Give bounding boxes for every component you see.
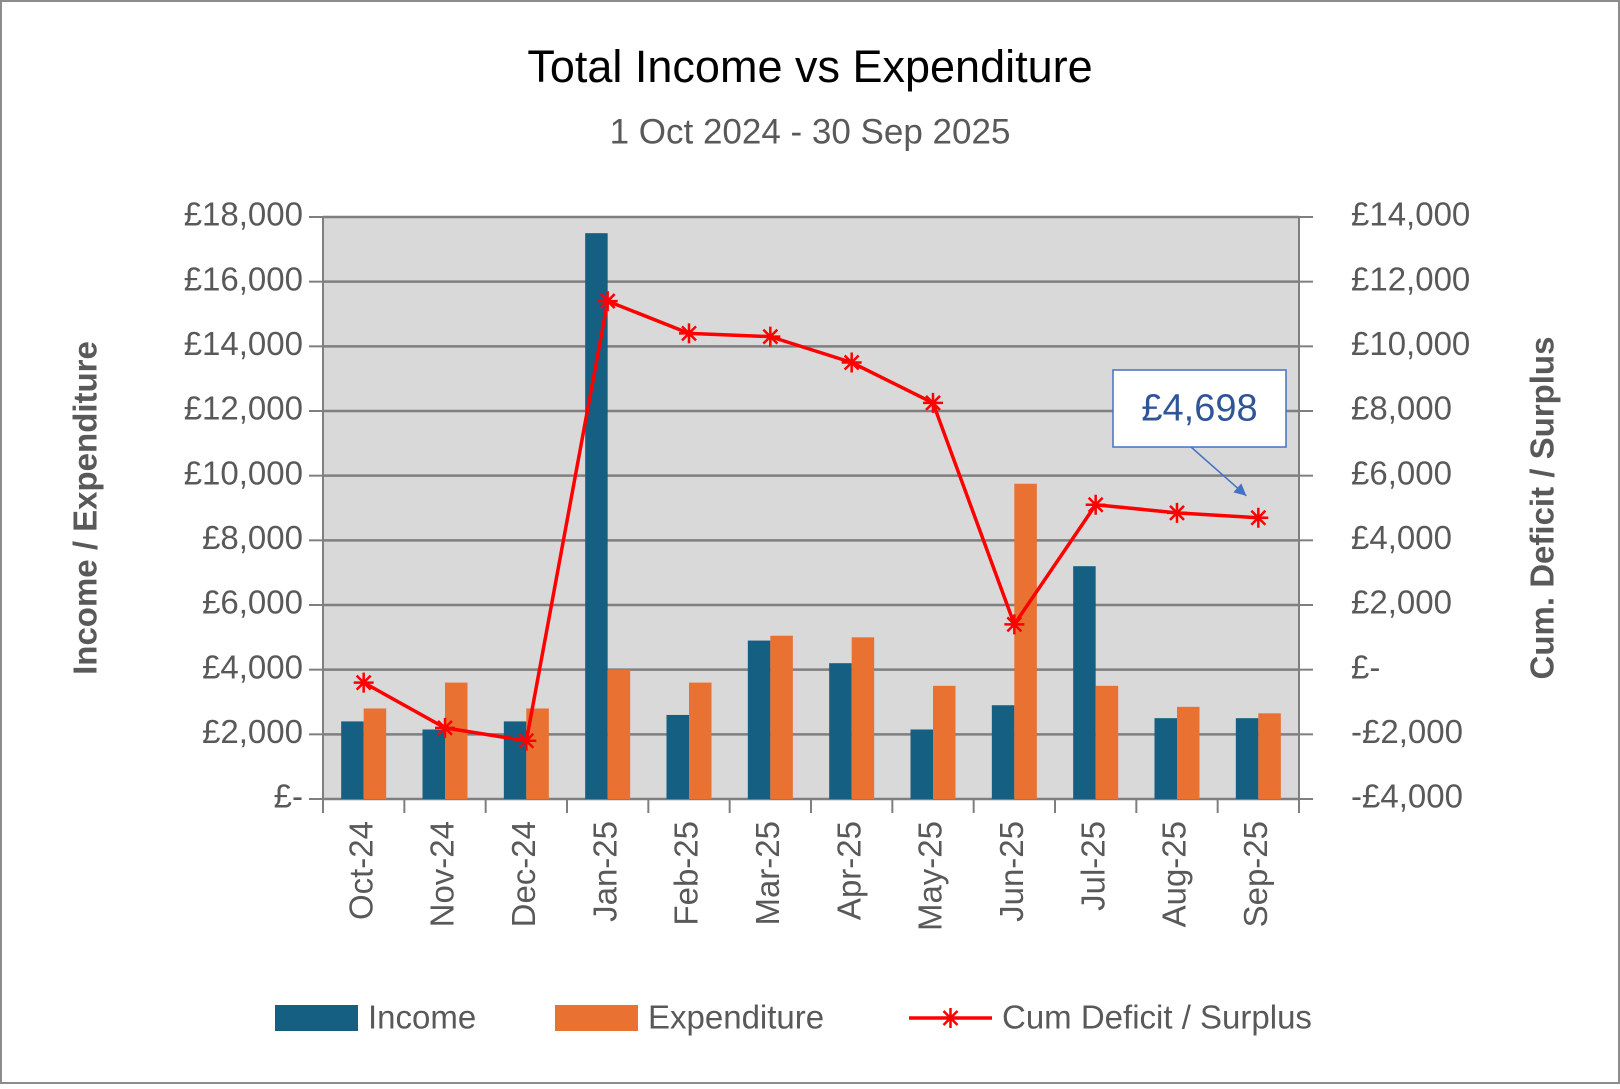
line-marker	[435, 717, 455, 738]
y-tick-label: £14,000	[184, 325, 303, 362]
bar	[770, 635, 793, 799]
y2-tick-label: £2,000	[1351, 584, 1452, 621]
bar	[747, 640, 771, 799]
legend-swatch	[555, 1005, 638, 1031]
legend-label: Expenditure	[648, 999, 824, 1036]
x-tick-label: May-25	[912, 821, 949, 931]
annotation-arrowhead	[1233, 483, 1247, 496]
line-marker	[1085, 494, 1106, 515]
line-marker	[841, 352, 862, 373]
line-marker	[1248, 507, 1269, 528]
y-tick-label: £12,000	[184, 390, 303, 427]
y-tick-label: £2,000	[202, 713, 303, 750]
y2-tick-label: -£4,000	[1351, 778, 1463, 815]
y2-tick-label: £12,000	[1351, 260, 1470, 297]
legend-label: Income	[368, 999, 476, 1036]
y-tick-label: £4,000	[202, 648, 303, 685]
chart-subtitle: 1 Oct 2024 - 30 Sep 2025	[610, 112, 1011, 151]
x-tick-label: Jun-25	[993, 821, 1030, 922]
y-tick-label: £10,000	[184, 454, 303, 491]
bar	[1258, 713, 1281, 799]
y-axis-title: Income / Expenditure	[67, 341, 104, 675]
line-marker	[760, 326, 781, 347]
bar	[526, 708, 549, 799]
bar	[689, 682, 712, 799]
y2-tick-label: £6,000	[1351, 454, 1452, 491]
bar	[829, 663, 852, 799]
bar	[503, 721, 527, 799]
x-tick-label: Nov-24	[424, 821, 461, 927]
x-tick-label: Jan-25	[586, 821, 623, 922]
bar	[1095, 685, 1119, 799]
x-tick-label: Oct-24	[342, 821, 379, 920]
bar	[1073, 566, 1096, 799]
bar	[363, 708, 387, 799]
y2-axis-title: Cum. Deficit / Surplus	[1524, 337, 1561, 680]
x-tick-label: Aug-25	[1156, 821, 1193, 927]
y2-tick-label: £14,000	[1351, 196, 1470, 233]
line-marker	[516, 730, 537, 751]
bar	[1154, 718, 1177, 799]
bar	[445, 682, 468, 799]
line-marker	[597, 291, 618, 312]
annotation-arrow	[1190, 446, 1247, 497]
y-tick-label: £18,000	[184, 196, 303, 233]
line	[362, 299, 1259, 743]
y-tick-label: £-	[274, 778, 303, 815]
bar	[422, 729, 445, 799]
x-tick-label: Feb-25	[668, 821, 705, 926]
x-tick-label: Jul-25	[1074, 821, 1111, 911]
bar	[607, 669, 631, 799]
x-tick-label: Apr-25	[830, 821, 867, 920]
chart-title: Total Income vs Expenditure	[527, 41, 1092, 92]
x-tick-label: Dec-24	[505, 821, 542, 927]
bar	[1014, 483, 1037, 799]
bar	[666, 714, 689, 799]
bar	[851, 637, 875, 799]
line-marker	[1004, 614, 1025, 635]
bar	[910, 729, 933, 799]
y2-tick-label: £-	[1351, 648, 1380, 685]
y2-tick-label: -£2,000	[1351, 713, 1463, 750]
y2-tick-label: £4,000	[1351, 519, 1452, 556]
y2-tick-label: £10,000	[1351, 325, 1470, 362]
line-marker	[1167, 502, 1187, 523]
plot-area	[323, 217, 1299, 799]
line-marker	[353, 672, 374, 693]
legend-label: Cum Deficit / Surplus	[1002, 999, 1312, 1036]
annotation-box	[1112, 369, 1287, 448]
x-tick-label: Mar-25	[749, 821, 786, 926]
y-tick-label: £8,000	[202, 519, 303, 556]
bar	[933, 685, 956, 799]
x-tick-label: Sep-25	[1237, 821, 1274, 927]
annotation-text: £4,698	[1141, 388, 1257, 430]
line-marker	[923, 392, 943, 413]
line-marker	[679, 323, 699, 344]
legend-marker	[940, 1008, 961, 1028]
y2-tick-label: £8,000	[1351, 390, 1452, 427]
y-tick-label: £16,000	[184, 260, 303, 297]
bar	[585, 233, 608, 799]
y-tick-label: £6,000	[202, 584, 303, 621]
bar	[1177, 706, 1200, 799]
legend-swatch	[275, 1005, 358, 1031]
bar	[1235, 718, 1259, 799]
bar	[991, 705, 1015, 799]
bar	[341, 721, 364, 799]
